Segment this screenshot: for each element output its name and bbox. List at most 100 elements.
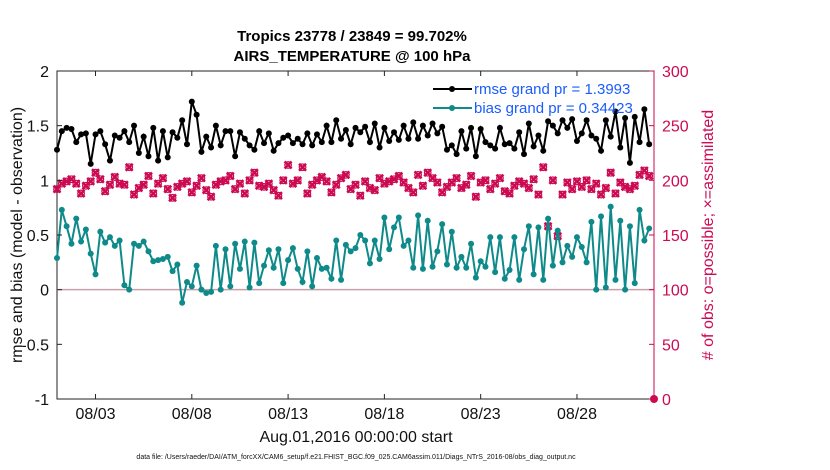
rmse-point bbox=[126, 139, 133, 146]
rmse-point bbox=[559, 117, 566, 124]
obs-assimilated-point bbox=[505, 189, 514, 198]
obs-assimilated-point bbox=[558, 190, 567, 199]
obs-possible-point bbox=[197, 174, 206, 183]
y2-tick-label: 250 bbox=[662, 119, 689, 136]
bias-point bbox=[54, 254, 60, 261]
obs-assimilated-stroke bbox=[283, 160, 293, 170]
bias-point bbox=[232, 240, 239, 247]
obs-assimilated-point bbox=[95, 174, 105, 184]
obs-possible-point bbox=[524, 184, 533, 192]
rmse-point bbox=[530, 143, 537, 150]
obs-possible-point bbox=[601, 184, 610, 192]
y2-tick-label: 200 bbox=[662, 173, 689, 190]
obs-possible-point bbox=[250, 168, 259, 177]
bias-point bbox=[227, 283, 234, 290]
bias-point bbox=[246, 284, 253, 291]
obs-assimilated-point bbox=[524, 183, 534, 193]
obs-assimilated-point bbox=[235, 179, 245, 188]
bias-series bbox=[54, 203, 653, 306]
obs-possible-point bbox=[452, 174, 461, 183]
obs-possible-point bbox=[91, 168, 100, 177]
obs-possible-point bbox=[520, 179, 528, 188]
bias-point bbox=[458, 253, 465, 260]
obs-possible-point bbox=[240, 189, 249, 198]
obs-assimilated-point bbox=[225, 171, 235, 181]
obs-assimilated-stroke bbox=[264, 179, 274, 188]
obs-count-markers bbox=[52, 160, 658, 403]
obs-assimilated-stroke bbox=[177, 179, 187, 188]
bias-point bbox=[598, 213, 605, 220]
rmse-point bbox=[357, 129, 364, 136]
obs-assimilated-point bbox=[351, 180, 360, 190]
bias-point bbox=[131, 240, 138, 247]
bias-point bbox=[236, 265, 243, 272]
obs-possible-point bbox=[245, 176, 254, 185]
bias-point bbox=[155, 257, 162, 264]
obs-assimilated-stroke bbox=[606, 168, 616, 178]
bias-point bbox=[400, 242, 407, 249]
bias-point bbox=[203, 289, 210, 296]
obs-assimilated-stroke bbox=[620, 182, 630, 192]
obs-possible-point bbox=[187, 188, 196, 197]
obs-assimilated-point bbox=[240, 189, 250, 198]
obs-assimilated-stroke bbox=[370, 185, 380, 195]
obs-possible-point bbox=[548, 176, 557, 185]
y-tick-label: -1 bbox=[35, 392, 49, 409]
bias-point bbox=[265, 247, 272, 254]
bias-point bbox=[87, 250, 94, 257]
bias-point bbox=[357, 232, 364, 238]
bias-point bbox=[63, 223, 70, 230]
obs-assimilated-stroke bbox=[399, 178, 409, 187]
obs-possible-point bbox=[447, 178, 456, 187]
obs-assimilated-stroke bbox=[413, 170, 423, 180]
rmse-point bbox=[545, 118, 552, 125]
rmse-point bbox=[106, 157, 113, 164]
bias-point bbox=[395, 214, 402, 221]
obs-assimilated-stroke bbox=[182, 177, 192, 186]
obs-assimilated-stroke bbox=[240, 189, 250, 198]
obs-possible-point bbox=[207, 192, 215, 201]
bias-point bbox=[429, 263, 436, 270]
rmse-point bbox=[73, 139, 80, 146]
bias-point bbox=[641, 237, 648, 244]
rmse-point bbox=[87, 160, 94, 167]
rmse-point bbox=[63, 124, 70, 131]
obs-possible-point bbox=[568, 185, 577, 193]
obs-assimilated-point bbox=[182, 177, 192, 186]
obs-assimilated-point bbox=[124, 162, 134, 172]
obs-possible-point bbox=[130, 190, 138, 199]
rmse-point bbox=[183, 141, 190, 148]
bias-point bbox=[106, 234, 113, 241]
bias-point bbox=[439, 221, 446, 228]
bias-point bbox=[97, 228, 104, 235]
rmse-point bbox=[217, 142, 224, 149]
obs-assimilated-point bbox=[62, 177, 72, 186]
rmse-point bbox=[492, 145, 499, 152]
obs-assimilated-point bbox=[57, 179, 67, 188]
rmse-point bbox=[241, 135, 248, 142]
legend: rmse grand pr = 1.3993 bias grand pr = 0… bbox=[433, 81, 633, 117]
rmse-point bbox=[289, 140, 296, 147]
rmse-point bbox=[410, 119, 417, 126]
obs-assimilated-point bbox=[163, 184, 173, 194]
bias-point bbox=[111, 242, 118, 249]
obs-possible-point bbox=[72, 179, 81, 188]
bias-point bbox=[159, 256, 166, 263]
bias-point bbox=[410, 264, 417, 271]
bias-point bbox=[333, 237, 340, 244]
bias-point bbox=[506, 266, 513, 273]
obs-assimilated-stroke bbox=[269, 185, 279, 195]
y-axis-label: rmse and bias (model - observation) bbox=[9, 107, 26, 363]
obs-assimilated-point bbox=[192, 181, 202, 191]
rmse-point bbox=[111, 132, 118, 139]
rmse-point bbox=[429, 120, 436, 127]
obs-possible-point bbox=[231, 185, 240, 193]
obs-assimilated-stroke bbox=[355, 191, 365, 201]
obs-possible-point bbox=[77, 189, 85, 198]
rmse-point bbox=[68, 125, 75, 132]
obs-assimilated-stroke bbox=[360, 177, 370, 186]
bias-point bbox=[116, 237, 123, 244]
obs-assimilated-stroke bbox=[124, 162, 134, 172]
obs-possible-point bbox=[183, 177, 191, 186]
bias-point bbox=[338, 276, 345, 283]
